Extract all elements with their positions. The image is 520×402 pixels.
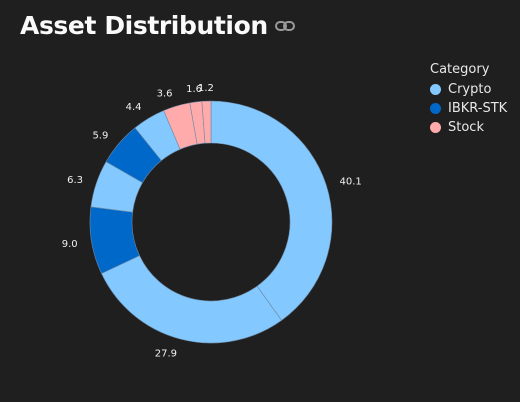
legend-label-stock: Stock xyxy=(448,120,484,135)
donut-slice-9[interactable] xyxy=(201,100,212,144)
chart-title: Asset Distribution xyxy=(20,10,268,40)
slice-label-8: 1.6 xyxy=(186,84,202,95)
slice-label-5: 5.9 xyxy=(92,130,108,141)
legend-title: Category xyxy=(430,62,490,77)
donut-labels: 40.1 27.9 9.0 6.3 5.9 4.4 3.6 1.61.2 xyxy=(62,83,362,360)
slice-label-7: 3.6 xyxy=(157,89,173,100)
legend-label-ibkr-stk: IBKR-STK xyxy=(448,101,508,116)
legend-swatch-ibkr-stk xyxy=(430,103,441,114)
legend-label-crypto: Crypto xyxy=(448,82,492,97)
slice-label-2: 27.9 xyxy=(155,349,177,360)
link-icon[interactable] xyxy=(274,18,296,32)
slice-label-9: 1.2 xyxy=(198,83,214,94)
legend-item-ibkr-stk[interactable]: IBKR-STK xyxy=(430,99,507,118)
legend: Category Crypto IBKR-STK Stock xyxy=(430,62,507,137)
legend-swatch-stock xyxy=(430,122,441,133)
donut-slices xyxy=(89,100,333,344)
slice-label-1: 40.1 xyxy=(340,177,362,188)
slice-label-3: 9.0 xyxy=(62,239,78,250)
legend-swatch-crypto xyxy=(430,84,441,95)
slice-label-4: 6.3 xyxy=(67,175,83,186)
donut-slice-2[interactable] xyxy=(101,255,282,344)
chart-header: Asset Distribution xyxy=(20,8,296,42)
legend-item-crypto[interactable]: Crypto xyxy=(430,80,507,99)
legend-item-stock[interactable]: Stock xyxy=(430,118,507,137)
slice-label-6: 4.4 xyxy=(126,102,142,113)
donut-slice-1[interactable] xyxy=(210,100,333,321)
